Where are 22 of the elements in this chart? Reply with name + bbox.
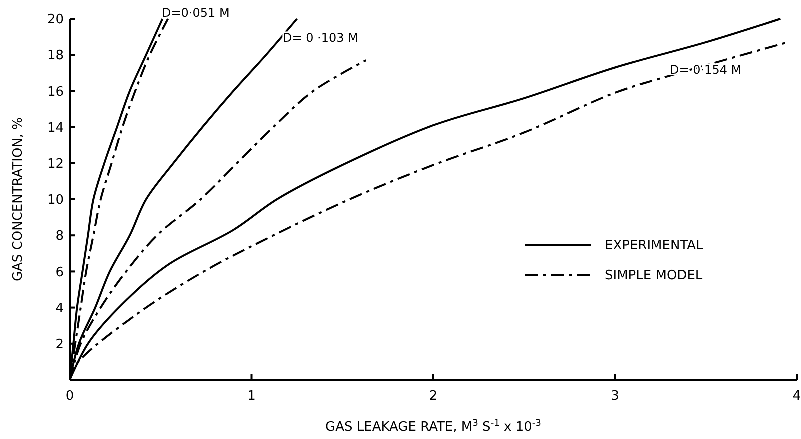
y-tick-label: 10 [47,193,64,208]
y-tick-label: 20 [47,12,64,28]
x-axis-title: GAS LEAKAGE RATE, M$^{3}$ S$^{-1}$ x 10$^{-3}$ [326,419,542,435]
y-tick-label: 6 [56,265,64,280]
y-tick-label: 18 [47,48,64,64]
y-tick-label: 8 [56,229,64,244]
y-axis-title: GAS CONCENTRATION, % [11,117,26,282]
text: EXPERIMENTAL [605,238,704,254]
x-tick-label: 1 [248,389,256,404]
annotation: D= 0 ·103 M [283,31,358,46]
x-tick-label: 3 [611,389,620,404]
y-tick-label: 14 [47,120,64,136]
y-tick-label: 16 [47,84,64,100]
text: SIMPLE MODEL [605,268,704,284]
y-tick-label: 12 [47,156,64,172]
annotation: D=0·051 M [162,6,230,20]
x-tick-label: 4 [792,389,801,404]
y-tick-label: 2 [56,337,64,352]
y-tick-label: 4 [56,301,64,316]
annotation: D= 0·154 M [670,63,742,78]
x-tick-label: 2 [429,389,438,404]
x-tick-label: 0 [66,389,74,404]
